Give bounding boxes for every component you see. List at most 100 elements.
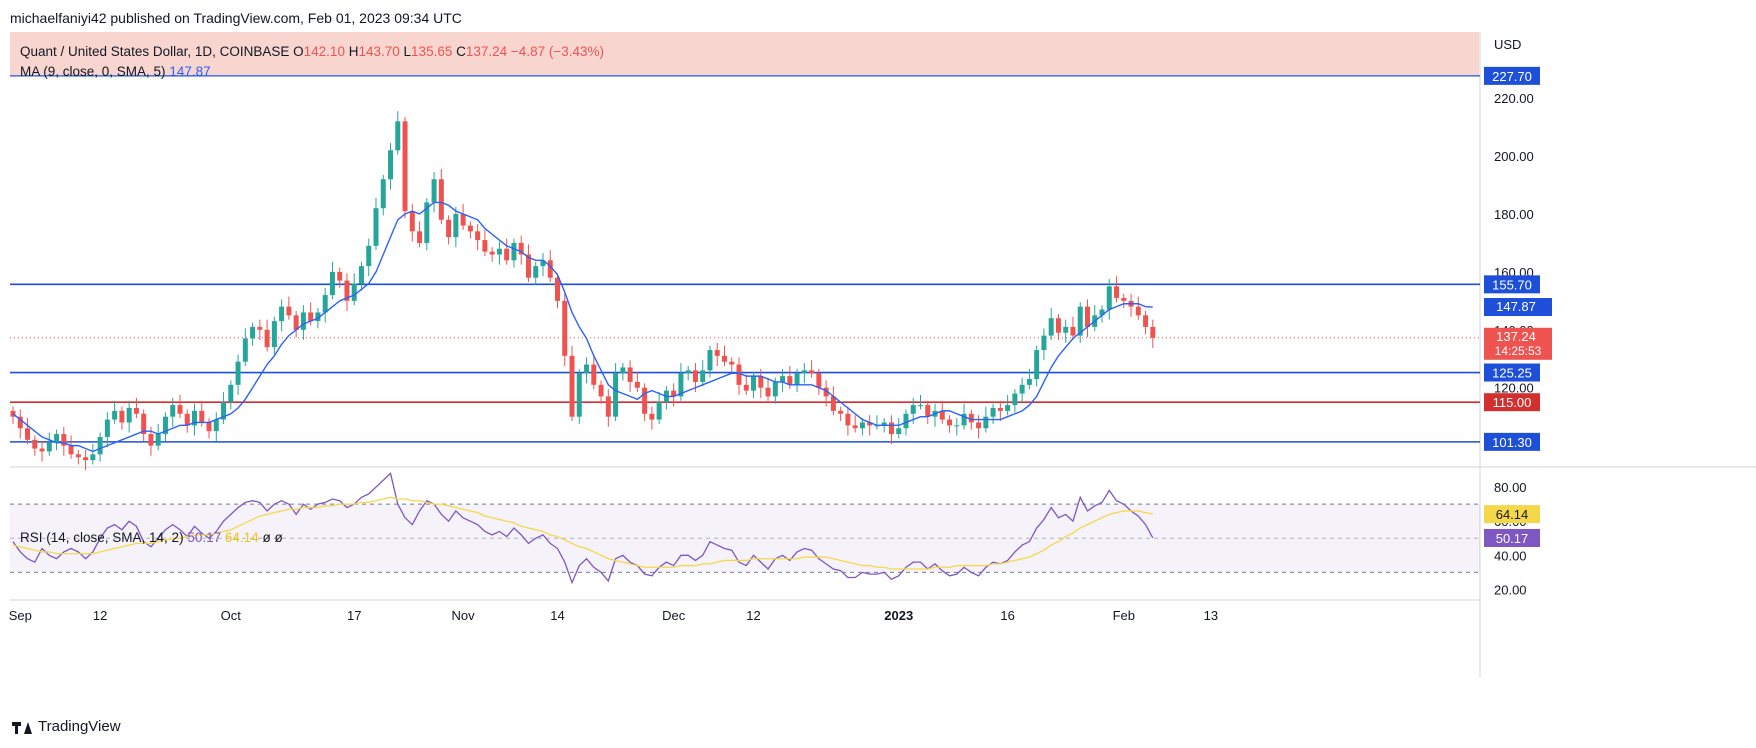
candle-body bbox=[859, 422, 865, 429]
candle-body bbox=[184, 413, 190, 426]
candle-body bbox=[496, 248, 502, 255]
candle-body bbox=[1150, 326, 1156, 338]
candle-body bbox=[838, 410, 844, 414]
legend-low: 135.65 bbox=[411, 44, 453, 59]
chart-svg[interactable]: USD 120.00140.00160.00180.00200.00220.00… bbox=[0, 0, 1756, 700]
candle-body bbox=[794, 373, 800, 385]
level-price-tag bbox=[1484, 275, 1540, 294]
candle-body bbox=[990, 407, 996, 417]
candle-body bbox=[613, 373, 619, 417]
candle-body bbox=[511, 242, 517, 261]
time-axis-tick: Oct bbox=[221, 608, 242, 623]
candle-body bbox=[417, 231, 423, 243]
legend-open: 142.10 bbox=[303, 44, 345, 59]
footer-brand[interactable]: TradingView bbox=[12, 718, 121, 735]
candle-body bbox=[903, 413, 909, 429]
price-axis-tick: 200.00 bbox=[1494, 149, 1534, 164]
price-layer bbox=[10, 75, 1480, 471]
candle-body bbox=[845, 413, 851, 426]
candle-body bbox=[576, 373, 582, 417]
candle-body bbox=[344, 280, 350, 301]
legend-row-ma: MA (9, close, 0, SMA, 5) 147.87 bbox=[20, 62, 604, 82]
candle-body bbox=[358, 266, 364, 284]
candle-body bbox=[605, 396, 611, 417]
legend-ma-value: 147.87 bbox=[169, 64, 211, 79]
candle-body bbox=[1012, 393, 1018, 406]
candle-body bbox=[533, 266, 539, 278]
candle-body bbox=[177, 405, 183, 414]
time-axis-tick: 12 bbox=[93, 608, 107, 623]
level-price-tag bbox=[1484, 393, 1540, 412]
price-legend: Quant / United States Dollar, 1D, COINBA… bbox=[20, 42, 604, 82]
candle-body bbox=[61, 434, 67, 446]
candle-body bbox=[714, 350, 720, 356]
candle-body bbox=[112, 410, 118, 420]
candle-body bbox=[199, 410, 205, 423]
legend-low-label: L bbox=[403, 44, 412, 59]
candle-body bbox=[1019, 384, 1025, 394]
axis-layer: 120.00140.00160.00180.00200.00220.00227.… bbox=[9, 66, 1552, 623]
candle-body bbox=[867, 422, 873, 426]
candle-body bbox=[315, 312, 321, 322]
candle-body bbox=[591, 364, 597, 385]
candle-body bbox=[75, 454, 81, 458]
candle-body bbox=[1063, 326, 1069, 333]
level-price-label: 227.70 bbox=[1492, 69, 1532, 84]
footer-brand-label: TradingView bbox=[38, 718, 121, 735]
candle-body bbox=[337, 271, 343, 281]
candle-body bbox=[351, 283, 357, 301]
candle-body bbox=[569, 355, 575, 417]
price-axis-tick: 180.00 bbox=[1494, 207, 1534, 222]
candle-body bbox=[141, 413, 147, 435]
candle-body bbox=[1026, 379, 1032, 385]
candle-body bbox=[467, 225, 473, 232]
candle-body bbox=[736, 364, 742, 385]
candle-body bbox=[772, 381, 778, 397]
candle-body bbox=[976, 422, 982, 429]
legend-high-label: H bbox=[348, 44, 359, 59]
current-price-tag bbox=[1484, 327, 1552, 360]
candle-body bbox=[250, 326, 256, 339]
candle-body bbox=[213, 419, 219, 432]
rsi-legend-v3: ø bbox=[262, 530, 271, 545]
candle-body bbox=[402, 121, 408, 212]
candle-body bbox=[1070, 326, 1076, 336]
rsi-axis-tick: 80.00 bbox=[1494, 480, 1527, 495]
legend-open-label: O bbox=[293, 44, 304, 59]
candle-body bbox=[155, 434, 161, 446]
level-price-label: 125.25 bbox=[1492, 366, 1532, 381]
candle-body bbox=[1099, 309, 1105, 316]
candle-body bbox=[787, 376, 793, 385]
legend-close-label: C bbox=[456, 44, 466, 59]
time-axis-tick: 14 bbox=[550, 608, 564, 623]
candle-body bbox=[221, 402, 227, 420]
candle-body bbox=[910, 405, 916, 414]
candle-body bbox=[1077, 306, 1083, 336]
candle-body bbox=[271, 321, 277, 348]
time-axis-tick: 13 bbox=[1204, 608, 1218, 623]
candle-body bbox=[1084, 306, 1090, 327]
candle-body bbox=[192, 410, 197, 426]
chart-area[interactable]: USD 120.00140.00160.00180.00200.00220.00… bbox=[0, 0, 1756, 705]
candle-body bbox=[119, 410, 125, 423]
candle-body bbox=[968, 413, 974, 423]
candle-body bbox=[242, 338, 248, 362]
rsi-value-tag bbox=[1484, 528, 1540, 547]
candle-body bbox=[475, 231, 481, 241]
time-axis-tick: Nov bbox=[452, 608, 476, 623]
level-price-label: 101.30 bbox=[1492, 435, 1532, 450]
candle-body bbox=[888, 422, 894, 435]
candle-body bbox=[489, 251, 495, 255]
candle-body bbox=[961, 413, 967, 426]
candle-body bbox=[881, 422, 887, 426]
candle-body bbox=[388, 150, 394, 180]
current-price-label: 147.87 bbox=[1496, 299, 1536, 314]
candle-body bbox=[525, 254, 531, 278]
candle-body bbox=[1106, 286, 1112, 310]
candle-body bbox=[852, 425, 858, 429]
candle-body bbox=[925, 405, 931, 417]
candle-body bbox=[671, 390, 677, 397]
time-axis-tick: Feb bbox=[1113, 608, 1135, 623]
candle-body bbox=[1135, 306, 1141, 316]
candle-body bbox=[598, 384, 604, 397]
